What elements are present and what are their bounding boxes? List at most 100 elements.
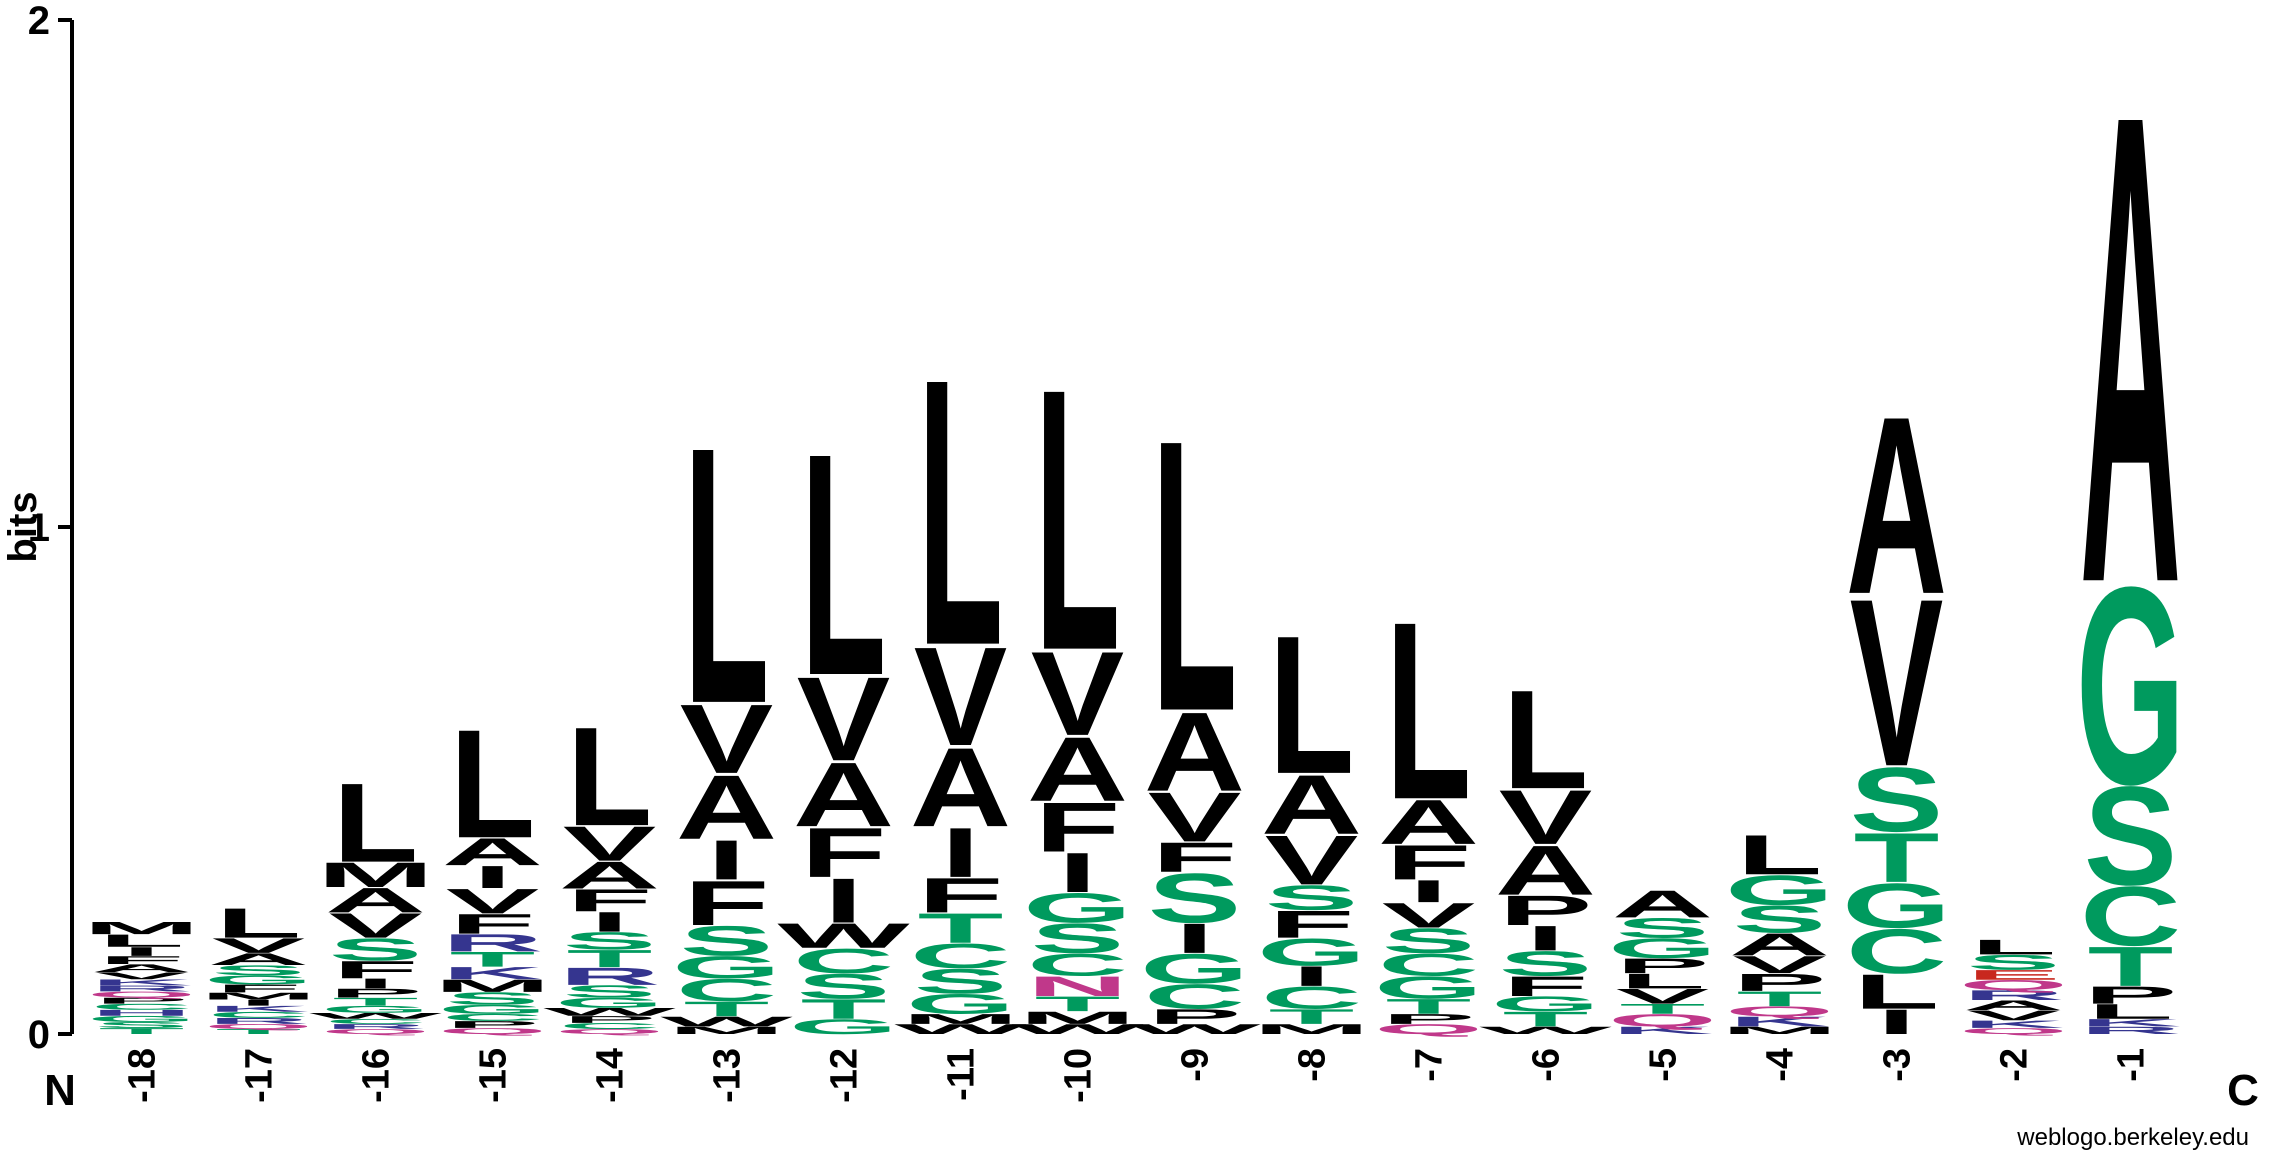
letter-C: C bbox=[793, 941, 894, 981]
letter-G: G bbox=[2076, 530, 2185, 844]
letter-F: F bbox=[1503, 971, 1589, 1002]
letter-P: P bbox=[1499, 887, 1593, 934]
letter-L: L bbox=[2088, 1000, 2174, 1024]
letter-K: K bbox=[1729, 1014, 1830, 1030]
letter-V: V bbox=[1967, 1008, 2061, 1024]
letter-S: S bbox=[1499, 944, 1593, 984]
x-tick-label: -13 bbox=[707, 1048, 749, 1103]
letter-M: M bbox=[1721, 1025, 1838, 1037]
letter-G: G bbox=[1374, 970, 1483, 1006]
letter-A: A bbox=[1612, 882, 1713, 925]
letter-S: S bbox=[1148, 859, 1242, 938]
letter-P: P bbox=[2084, 982, 2178, 1009]
letter-I: I bbox=[473, 859, 512, 895]
x-axis-labels: -18 -17 -16 -15 -14 -13 -12 -11 -10 -9 -8 -7 -6 -5 -4 -… bbox=[122, 1048, 2153, 1103]
x-tick-label: -4 bbox=[1760, 1048, 1802, 1082]
letter-T: T bbox=[450, 948, 536, 972]
letter-V: V bbox=[1850, 548, 1944, 816]
letter-Q: Q bbox=[321, 1028, 430, 1036]
letter-P: P bbox=[563, 1014, 657, 1025]
letter-V: V bbox=[1382, 896, 1476, 936]
letter-W: W bbox=[1128, 1021, 1260, 1037]
letter-S: S bbox=[1733, 898, 1827, 941]
letter-I: I bbox=[356, 976, 395, 992]
letter-M: M bbox=[83, 918, 200, 938]
letter-K: K bbox=[91, 978, 192, 987]
letter-S: S bbox=[212, 963, 306, 979]
y-axis-label: bits bbox=[1, 491, 45, 562]
letter-I: I bbox=[941, 813, 980, 892]
letter-F: F bbox=[918, 868, 1004, 923]
x-tick-label: -8 bbox=[1292, 1048, 1334, 1082]
letter-I: I bbox=[1292, 960, 1331, 991]
letter-stacks: TSGHCPQRKVAFILMTQRCKIMFGSAVLQRCWGTPIFSVA… bbox=[83, 0, 2185, 1042]
letter-C: C bbox=[1846, 916, 1947, 987]
x-tick-label: -6 bbox=[1526, 1048, 1568, 1082]
letter-K: K bbox=[1612, 1025, 1713, 1037]
x-tick-label: -5 bbox=[1643, 1048, 1685, 1082]
letter-C: C bbox=[91, 1002, 192, 1011]
letter-P: P bbox=[1733, 969, 1827, 996]
letter-M: M bbox=[1253, 1021, 1370, 1037]
letter-V: V bbox=[446, 881, 540, 921]
letter-V: V bbox=[680, 683, 774, 794]
letter-T: T bbox=[1737, 987, 1823, 1011]
letter-L: L bbox=[1854, 965, 1940, 1020]
letter-V: V bbox=[212, 934, 306, 958]
letter-Q: Q bbox=[438, 1026, 547, 1035]
letter-S: S bbox=[563, 982, 657, 1002]
letter-T: T bbox=[918, 904, 1004, 951]
letter-A: A bbox=[442, 830, 543, 873]
letter-M: M bbox=[317, 855, 434, 895]
x-tick-label: -16 bbox=[356, 1048, 398, 1103]
letter-A: A bbox=[1495, 831, 1596, 910]
letter-S: S bbox=[914, 961, 1008, 1001]
letter-T: T bbox=[801, 993, 887, 1024]
letter-G: G bbox=[1842, 870, 1951, 941]
letter-L: L bbox=[333, 760, 419, 886]
letter-P: P bbox=[1148, 1005, 1242, 1029]
letter-V: V bbox=[1031, 627, 1125, 761]
letter-W: W bbox=[309, 1011, 442, 1020]
letter-C: C bbox=[1027, 947, 1128, 983]
letter-R: R bbox=[2080, 1025, 2181, 1037]
letter-I: I bbox=[1175, 915, 1214, 962]
letter-C: C bbox=[676, 972, 777, 1008]
letter-W: W bbox=[777, 916, 910, 956]
x-tick-label: -2 bbox=[1994, 1048, 2036, 1082]
letter-T: T bbox=[1620, 1001, 1706, 1017]
letter-A: A bbox=[910, 724, 1011, 850]
letter-H: H bbox=[91, 1008, 192, 1017]
letter-T: T bbox=[99, 1026, 185, 1035]
letter-S: S bbox=[563, 927, 657, 954]
letter-T: T bbox=[1035, 992, 1121, 1016]
letter-V: V bbox=[1616, 985, 1710, 1009]
letter-W: W bbox=[660, 1014, 792, 1030]
letter-R: R bbox=[1963, 987, 2064, 1003]
letter-S: S bbox=[1616, 912, 1710, 943]
letter-T: T bbox=[216, 1028, 302, 1036]
letter-V: V bbox=[1499, 774, 1593, 861]
letter-P: P bbox=[329, 986, 423, 1000]
letter-Q: Q bbox=[1608, 1011, 1717, 1031]
letter-C: C bbox=[208, 1010, 309, 1019]
letter-A: A bbox=[676, 757, 777, 859]
letter-V: V bbox=[1148, 778, 1242, 857]
letter-F: F bbox=[567, 883, 653, 919]
letter-Q: Q bbox=[204, 1023, 313, 1031]
letter-G: G bbox=[672, 950, 781, 986]
letter-L: L bbox=[1035, 311, 1121, 728]
letter-T: T bbox=[333, 996, 419, 1009]
letter-P: P bbox=[1382, 1011, 1476, 1027]
letter-G: G bbox=[1725, 866, 1834, 913]
letter-S: S bbox=[1967, 951, 2061, 975]
letter-G: G bbox=[87, 1014, 196, 1023]
letter-K: K bbox=[2080, 1017, 2181, 1029]
letter-I: I bbox=[707, 828, 746, 891]
letter-L: L bbox=[1152, 358, 1238, 791]
letter-N: N bbox=[1027, 971, 1128, 1002]
